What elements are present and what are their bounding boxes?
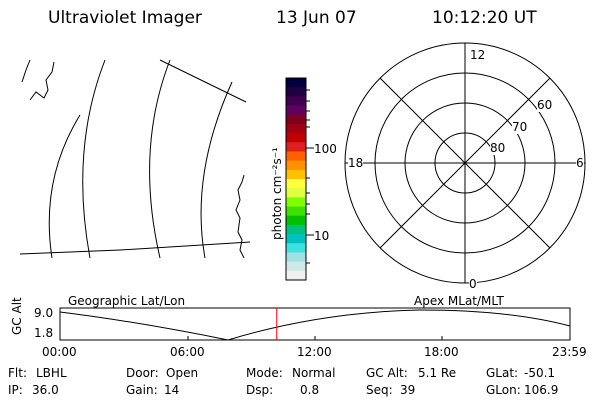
- colorbar-segment: [286, 160, 306, 171]
- gc-alt-label: GC Alt:: [366, 366, 408, 380]
- door-label: Door:: [126, 366, 159, 380]
- lat-arc-3: [149, 59, 171, 259]
- altitude-xtick-0600: 06:00: [170, 345, 205, 359]
- colorbar-segment: [286, 114, 306, 125]
- mlat-label-70: 70: [512, 120, 528, 134]
- ip-value: 36.0: [32, 383, 59, 397]
- colorbar-segment: [286, 252, 306, 263]
- altitude-xtick-2359: 23:59: [552, 345, 587, 359]
- colorbar-tick-10: 10: [314, 229, 330, 243]
- colorbar-segment: [286, 169, 306, 180]
- mlat-label-80: 80: [490, 141, 506, 155]
- colorbar-segment: [286, 234, 306, 244]
- mlt-label-0: 0: [469, 277, 477, 291]
- colorbar-tick-100: 100: [314, 142, 337, 156]
- time-label: 10:12:20 UT: [432, 8, 537, 28]
- polar-panel-label: Apex MLat/MLT: [414, 294, 504, 308]
- colorbar-segment: [286, 188, 306, 198]
- colorbar-segment: [286, 215, 306, 226]
- lat-arc-4: [200, 81, 233, 259]
- dsp-value: 0.8: [300, 383, 320, 397]
- colorbar-strip: [286, 78, 306, 281]
- colorbar-segment: [286, 261, 306, 272]
- seq-label: Seq:: [366, 383, 393, 397]
- gain-label: Gain:: [126, 383, 158, 397]
- glon-label: GLon:: [486, 383, 521, 397]
- instrument-title: Ultraviolet Imager: [48, 8, 202, 28]
- mlt-label-6: 6: [576, 156, 584, 170]
- lon-line-2: [19, 241, 251, 255]
- colorbar-segment: [286, 270, 306, 281]
- colorbar-segment: [286, 123, 306, 134]
- colorbar-ticks: [306, 89, 314, 264]
- altitude-xtick-1200: 12:00: [297, 345, 332, 359]
- date-label: 13 Jun 07: [276, 8, 357, 28]
- colorbar-segment: [286, 197, 306, 208]
- mlt-label-12: 12: [470, 48, 486, 62]
- colorbar-segment: [286, 151, 306, 162]
- coastline-north: [21, 59, 55, 101]
- altitude-xtick-0000: 00:00: [42, 345, 77, 359]
- ip-label: IP:: [8, 383, 23, 397]
- colorbar-frame: [285, 77, 307, 281]
- colorbar-segment: [286, 243, 306, 253]
- filter-label: Flt:: [8, 366, 27, 380]
- gc-alt-value: 5.1 Re: [418, 366, 457, 380]
- altitude-curve: [59, 309, 571, 341]
- mlt-label-18: 18: [348, 156, 364, 170]
- colorbar-segment: [286, 224, 306, 235]
- glon-value: 106.9: [524, 383, 559, 397]
- glat-label: GLat:: [486, 366, 519, 380]
- colorbar-segment: [286, 142, 306, 152]
- coastline-east: [235, 174, 245, 259]
- colorbar-segment: [286, 133, 306, 143]
- altitude-x-ticks: [59, 336, 571, 340]
- altitude-ylabel: GC Alt: [10, 297, 24, 335]
- colorbar-segment: [286, 105, 306, 116]
- colorbar-segment: [286, 96, 306, 107]
- seq-value: 39: [400, 383, 416, 397]
- gain-value: 14: [164, 383, 180, 397]
- altitude-ytick-low: 1.8: [34, 326, 54, 340]
- mode-value: Normal: [292, 366, 336, 380]
- filter-value: LBHL: [36, 366, 67, 380]
- altitude-xtick-1800: 18:00: [424, 345, 459, 359]
- map-panel-label: Geographic Lat/Lon: [68, 294, 186, 308]
- colorbar-segment: [286, 179, 306, 189]
- altitude-ytick-high: 9.0: [34, 306, 54, 320]
- mlat-label-60: 60: [537, 98, 553, 112]
- colorbar-segment: [286, 78, 306, 88]
- lat-arc-2: [82, 59, 106, 259]
- colorbar-segment: [286, 87, 306, 97]
- lat-arc-1: [48, 114, 81, 259]
- mode-label: Mode:: [246, 366, 283, 380]
- lon-line-1: [159, 59, 247, 103]
- glat-value: -50.1: [524, 366, 556, 380]
- colorbar-segment: [286, 206, 306, 217]
- dsp-label: Dsp:: [246, 383, 274, 397]
- door-value: Open: [166, 366, 199, 380]
- polar-diagonal-2: [379, 77, 551, 249]
